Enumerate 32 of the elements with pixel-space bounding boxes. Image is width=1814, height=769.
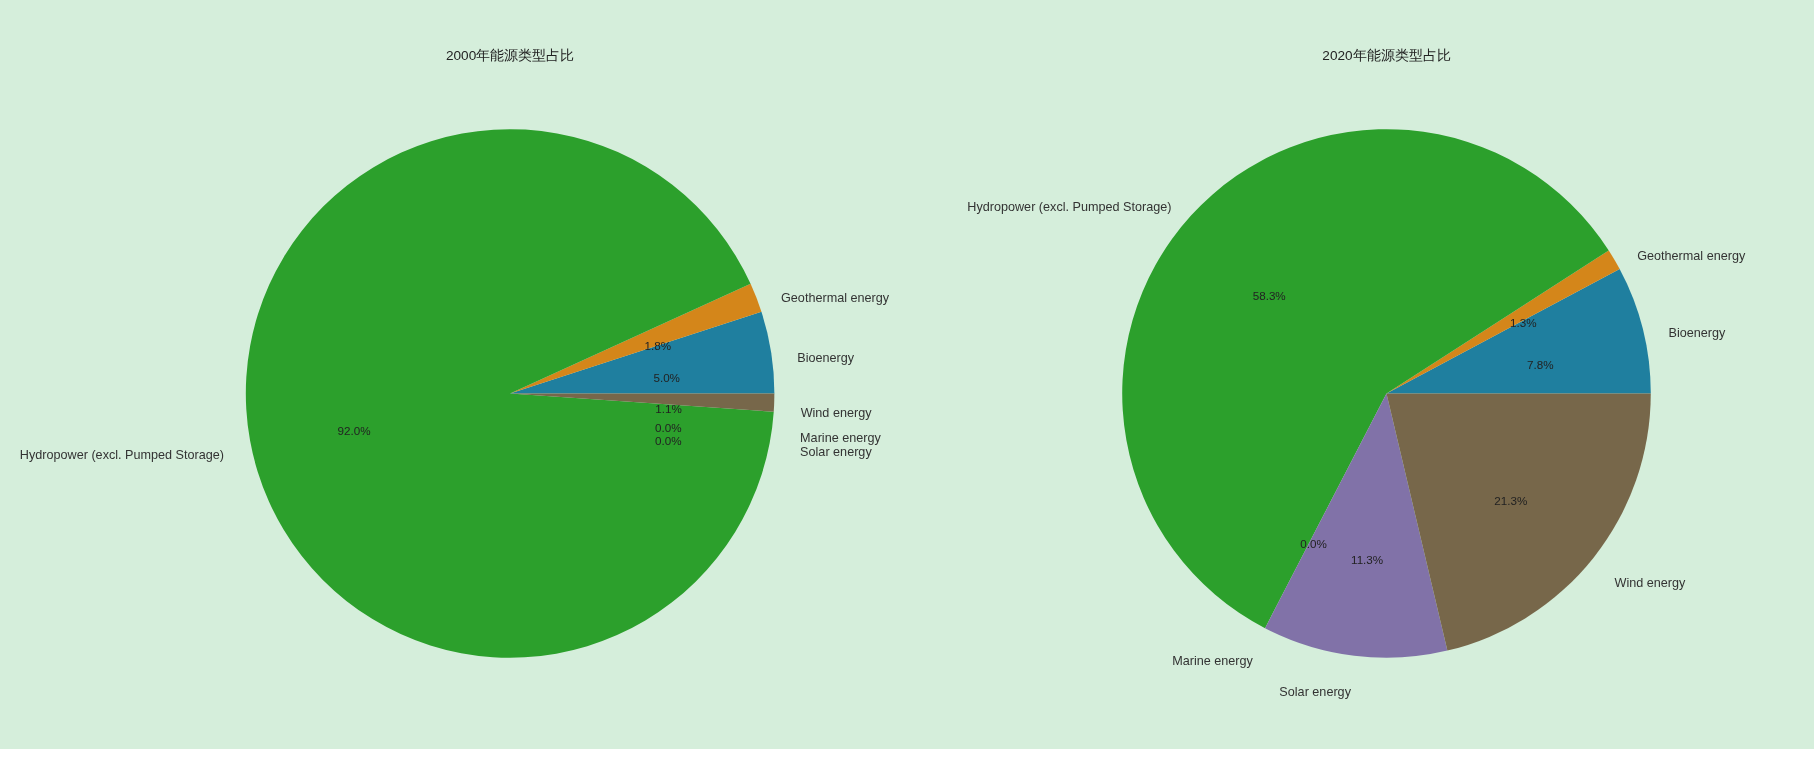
text: 0.0% [655,420,682,434]
data-label: 21.3% [1494,494,1528,508]
data-label: 92.0% [337,424,371,438]
chart-title: 2020年能源类型占比 [1322,48,1451,64]
slice-label: Hydropower (excl. Pumped Storage) [19,447,225,462]
pie-slice [510,311,775,394]
slice-label: Wind energy [800,406,873,421]
text: 0.0% [655,434,682,448]
category-label: Marine energy [1172,654,1253,669]
pie-slice [510,283,762,394]
slice-label: Bioenergy [1668,325,1727,340]
data-label: 1.8% [644,338,672,352]
pie-slice [1386,250,1620,394]
slice-label: Geothermal energy [781,290,890,305]
data-label: 7.8% [1527,357,1554,371]
chart-title: 2000年能源类型占比 [445,48,575,64]
category-label: Marine energy [800,430,881,445]
pie-slice [1122,129,1609,629]
data-label: 1.1% [655,401,682,415]
slice-label: Wind energy [1614,576,1687,591]
pie-slice [1386,269,1651,394]
slice-label: Solar energy [1279,684,1352,699]
slice-label: Bioenergy [797,350,855,365]
pie-slice [510,393,775,412]
category-label: Solar energy [800,445,872,460]
pie-slice [1265,393,1448,658]
slice-label: Hydropower (excl. Pumped Storage) [967,200,1172,215]
slice-label: Geothermal energy [1637,248,1746,263]
data-label: 5.0% [653,371,680,385]
data-label: 11.3% [1351,553,1384,567]
data-label: 58.3% [1252,289,1286,303]
pie-slice [245,129,774,658]
